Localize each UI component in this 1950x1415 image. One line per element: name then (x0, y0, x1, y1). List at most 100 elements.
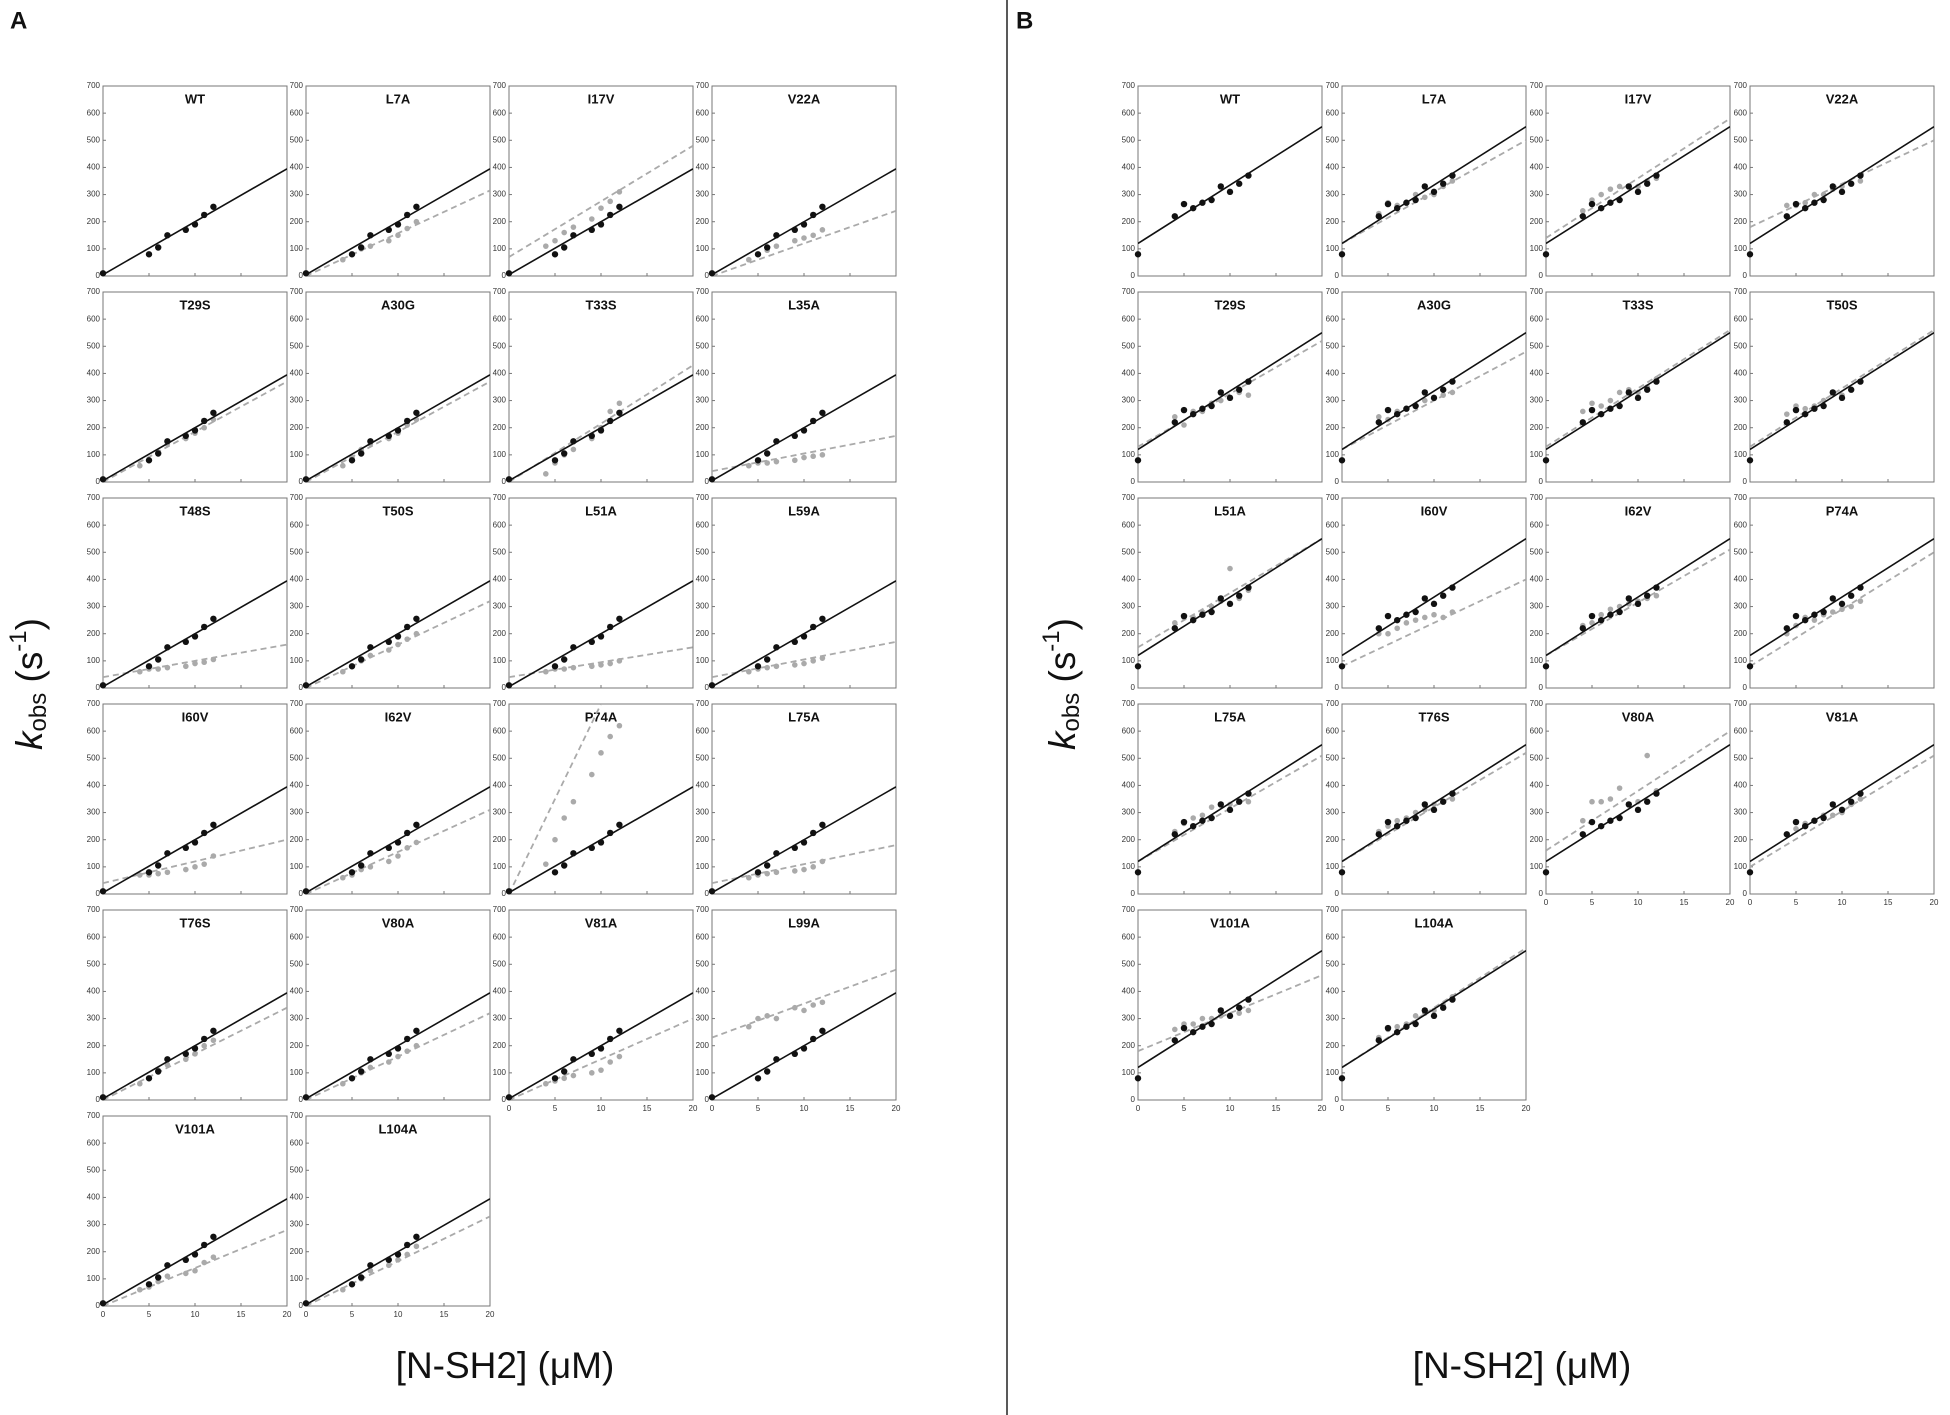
y-tick-label: 0 (502, 477, 507, 486)
reference-point (99, 476, 107, 483)
x-tick-label: 10 (1226, 1104, 1235, 1113)
y-label-close: ) (9, 618, 50, 630)
x-tick-label: 20 (689, 1104, 698, 1113)
y-tick-label: 100 (1530, 244, 1544, 253)
reference-point (551, 251, 559, 258)
y-tick-label: 300 (1326, 396, 1340, 405)
mutant-point (340, 1080, 346, 1087)
y-tick-label: 600 (87, 314, 101, 323)
y-tick-label: 300 (696, 808, 710, 817)
y-tick-label: 200 (696, 423, 710, 432)
y-tick-label: 700 (696, 81, 710, 90)
subplot-title: V81A (585, 915, 618, 930)
x-tick-label: 15 (1884, 898, 1893, 907)
mutant-point (183, 663, 189, 670)
reference-point (358, 862, 365, 869)
y-tick-label: 400 (1326, 369, 1340, 378)
y-tick-label: 300 (87, 396, 101, 405)
y-tick-label: 500 (87, 341, 101, 350)
reference-point (385, 1050, 392, 1058)
y-tick-label: 100 (1122, 244, 1136, 253)
reference-point (164, 438, 171, 445)
reference-point (1829, 801, 1837, 808)
mutant-point (801, 1007, 807, 1014)
reference-point (302, 476, 310, 483)
mutant-point (1580, 817, 1586, 824)
reference-point (1838, 600, 1846, 608)
mutant-fit (1138, 537, 1322, 649)
reference-point (1783, 625, 1791, 632)
mutant-point (1394, 1023, 1400, 1030)
reference-point (155, 1068, 162, 1075)
y-tick-label: 0 (705, 271, 710, 280)
mutant-point (1802, 199, 1808, 206)
reference-point (1226, 600, 1234, 608)
y-label-superscript: -1 (1038, 630, 1065, 651)
mutant-point (137, 872, 143, 878)
y-tick-label: 300 (87, 190, 101, 199)
reference-point (1421, 1007, 1429, 1014)
y-tick-label: 500 (87, 1165, 101, 1174)
reference-point (764, 862, 771, 869)
reference-point (1783, 213, 1791, 220)
mutant-point (1394, 625, 1400, 632)
reference-point (1208, 402, 1215, 410)
panel-label: B (1016, 7, 1033, 34)
y-tick-label: 700 (290, 493, 304, 502)
mutant-point (367, 243, 374, 249)
mutant-point (1607, 186, 1614, 192)
mutant-point (192, 1051, 198, 1057)
x-tick-label: 15 (440, 1310, 449, 1319)
y-tick-label: 700 (290, 287, 304, 296)
y-tick-label: 600 (696, 314, 710, 323)
y-tick-label: 0 (96, 1301, 101, 1310)
reference-point (1180, 818, 1188, 826)
mutant-point (543, 861, 549, 867)
mutant-point (1449, 178, 1456, 184)
y-tick-label: 600 (493, 726, 507, 735)
y-tick-label: 0 (705, 477, 710, 486)
reference-point (1430, 188, 1438, 196)
reference-point (1338, 457, 1346, 464)
reference-point (810, 623, 817, 631)
y-tick-label: 600 (1326, 314, 1340, 323)
reference-point (1449, 378, 1456, 385)
reference-point (1412, 814, 1419, 822)
y-tick-label: 400 (1530, 163, 1544, 172)
y-tick-label: 300 (493, 190, 507, 199)
mutant-point (1830, 812, 1836, 819)
y-tick-label: 100 (493, 656, 507, 665)
reference-point (1421, 801, 1429, 808)
reference-point (413, 409, 420, 416)
y-tick-label: 0 (96, 683, 101, 692)
mutant-point (1607, 796, 1614, 802)
y-tick-label: 300 (290, 1220, 304, 1229)
reference-point (413, 821, 420, 828)
subplot: T33S 0 100 200 300 400 500 600 700 (1530, 287, 1731, 486)
reference-point (1394, 410, 1401, 418)
y-tick-label: 300 (1734, 396, 1748, 405)
reference-point (413, 1233, 420, 1240)
subplot-title: T29S (179, 297, 210, 312)
y-tick-label: 400 (1326, 781, 1340, 790)
mutant-point (386, 1059, 392, 1065)
x-tick-label: 0 (304, 1310, 309, 1319)
reference-point (764, 244, 771, 251)
subplot: V22A 0 100 200 300 400 500 600 700 (1734, 81, 1935, 280)
reference-point (385, 226, 392, 234)
y-tick-label: 200 (1734, 629, 1748, 638)
reference-point (1616, 402, 1623, 410)
y-tick-label: 500 (696, 341, 710, 350)
y-tick-label: 400 (696, 781, 710, 790)
subplot: T50S 0 100 200 300 400 500 600 700 (290, 493, 491, 692)
reference-point (570, 1056, 577, 1063)
subplot: L51A 0 100 200 300 400 500 600 700 (1122, 493, 1323, 692)
reference-point (164, 1262, 171, 1269)
reference-point (1217, 183, 1225, 190)
reference-point (1430, 394, 1438, 402)
mutant-point (395, 641, 401, 648)
reference-fit (1342, 332, 1526, 451)
y-tick-label: 600 (1530, 726, 1544, 735)
reference-point (302, 1094, 310, 1101)
reference-point (164, 1056, 171, 1063)
